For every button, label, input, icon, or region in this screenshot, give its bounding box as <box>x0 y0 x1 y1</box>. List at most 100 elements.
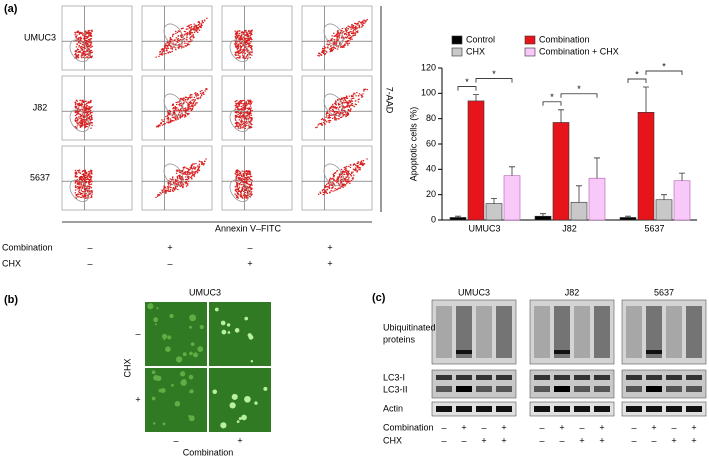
treatment-sign: – <box>559 435 564 445</box>
blot-title: UMUC3 <box>458 287 490 297</box>
treatment-label: CHX <box>383 435 402 445</box>
significance-mark: * <box>577 84 581 94</box>
significance-mark: * <box>492 69 496 79</box>
cell <box>188 325 192 329</box>
significance-mark: * <box>550 92 554 102</box>
flow-dots <box>234 99 253 129</box>
flow-dots <box>74 99 93 129</box>
density-contour <box>323 93 344 117</box>
bar <box>552 122 570 221</box>
blot-label: Actin <box>383 403 403 413</box>
cell <box>220 422 227 429</box>
density-contour <box>229 39 250 63</box>
y-tick-label: 60 <box>426 138 436 148</box>
cell <box>244 316 249 321</box>
density-contour <box>69 179 90 203</box>
y-tick-label: 80 <box>426 113 436 123</box>
blot-smear <box>666 306 682 358</box>
treatment-sign: + <box>247 258 252 268</box>
density-contour <box>163 23 184 47</box>
blot-smear <box>594 306 610 358</box>
panel-title: UMUC3 <box>189 287 221 297</box>
blot-band <box>574 406 590 412</box>
cell <box>231 393 238 400</box>
blot-band <box>594 386 610 392</box>
y-tick-label: 40 <box>426 164 436 174</box>
blot-panel <box>529 369 615 399</box>
blot-label: proteins <box>383 334 416 344</box>
panel-label: (a) <box>4 3 18 15</box>
blot-band <box>456 375 472 380</box>
blot-band <box>594 375 610 380</box>
blot-panel <box>529 401 615 417</box>
blot-band <box>626 406 642 412</box>
bar <box>485 203 503 221</box>
treatment-sign: – <box>167 258 172 268</box>
row-label: CHX <box>122 358 132 377</box>
treatment-sign: + <box>167 242 172 252</box>
flow-dots <box>315 88 369 129</box>
blot-band <box>456 406 472 412</box>
blot-smear <box>496 306 512 358</box>
blot-band <box>646 386 662 392</box>
density-contour <box>323 23 344 47</box>
blot-title: J82 <box>565 287 580 297</box>
panel-label: (c) <box>372 292 386 304</box>
treatment-sign: – <box>631 422 636 432</box>
treatment-sign: + <box>461 422 466 432</box>
blot-smear <box>554 306 570 358</box>
cell <box>197 346 204 352</box>
cell <box>167 335 172 340</box>
density-contour <box>229 109 250 133</box>
treatment-sign: – <box>539 435 544 445</box>
cell <box>190 342 195 347</box>
blot-band <box>626 386 642 392</box>
blot-band <box>476 406 492 412</box>
significance-bracket <box>457 86 477 91</box>
legend-label: Combination + CHX <box>539 46 619 56</box>
x-tick-label: 5637 <box>644 223 664 233</box>
bar <box>467 100 485 221</box>
blot-label: LC3-II <box>383 384 408 394</box>
blot-band <box>554 350 570 354</box>
cell <box>248 334 254 340</box>
blot-band <box>666 375 682 380</box>
blot-band <box>666 406 682 412</box>
treatment-sign: – <box>539 422 544 432</box>
blot-band <box>534 386 550 392</box>
y-tick-label: 120 <box>421 62 436 72</box>
blot-smear <box>436 306 452 358</box>
blot-smear <box>646 306 662 358</box>
treatment-sign: – <box>579 422 584 432</box>
treatment-sign: – <box>651 435 656 445</box>
cell <box>221 329 227 335</box>
cell <box>188 374 194 380</box>
density-contour <box>69 109 90 133</box>
column-sign: – <box>173 435 178 445</box>
significance-bracket <box>542 101 562 106</box>
blot-smear <box>476 306 492 358</box>
cell <box>214 307 219 312</box>
cell <box>165 346 171 352</box>
cell <box>163 338 166 341</box>
error-bar <box>576 185 582 203</box>
blot-band <box>534 406 550 412</box>
treatment-sign: + <box>501 435 506 445</box>
cell <box>161 333 168 339</box>
legend-swatch <box>451 35 463 45</box>
treatment-sign: – <box>671 422 676 432</box>
flow-plot <box>61 5 133 71</box>
cell <box>182 352 187 357</box>
row-sign: + <box>135 394 140 404</box>
column-sign: + <box>237 435 242 445</box>
significance-bracket <box>627 78 647 83</box>
blot-smear <box>626 306 642 358</box>
blot-band <box>646 350 662 354</box>
blot-band <box>666 386 682 392</box>
blot-label: LC3-I <box>383 372 405 382</box>
bar <box>637 112 655 221</box>
cell <box>152 422 156 425</box>
row-sign: – <box>135 328 140 338</box>
significance-bracket <box>475 78 513 83</box>
legend-label: CHX <box>466 46 485 56</box>
